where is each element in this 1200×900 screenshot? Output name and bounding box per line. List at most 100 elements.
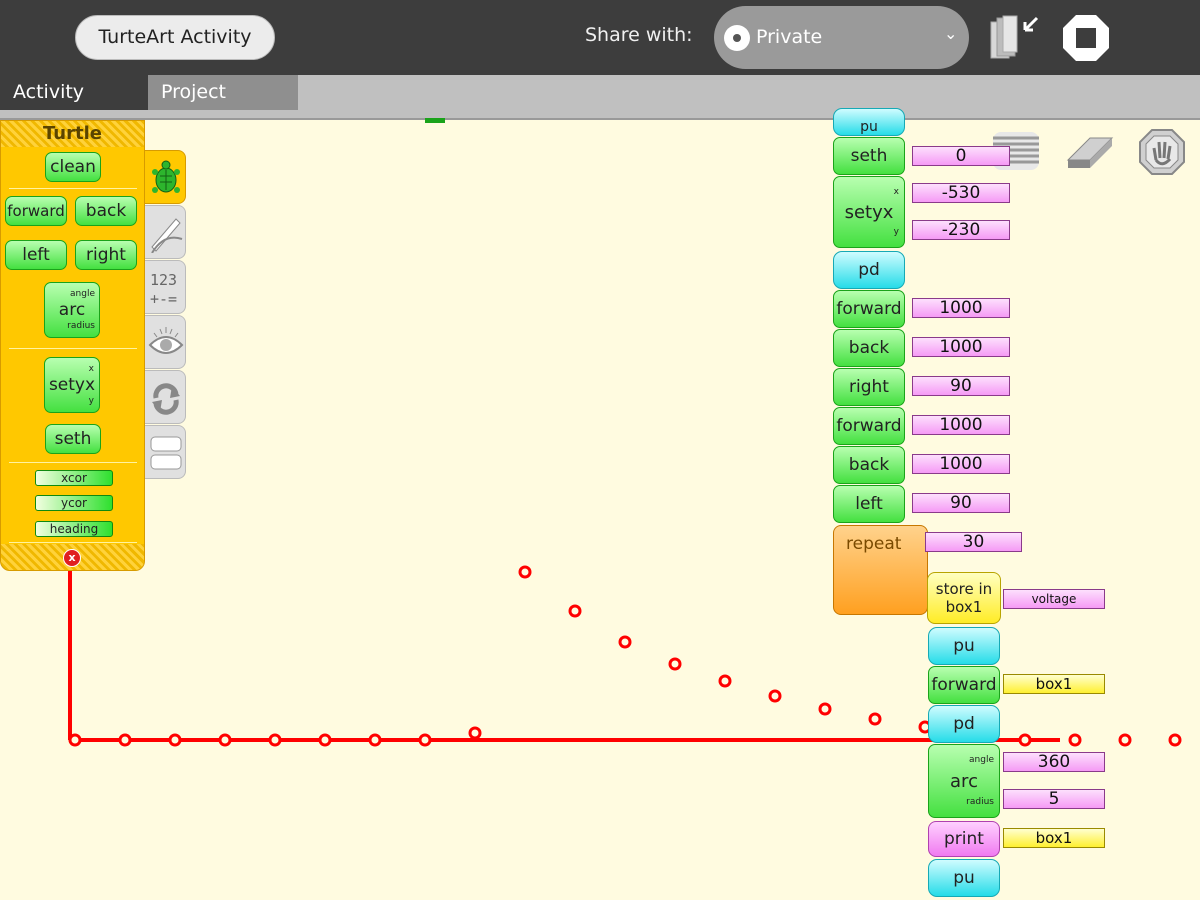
palette-divider — [9, 188, 137, 189]
trail-marker — [768, 689, 782, 703]
block-ycor[interactable]: ycor — [35, 495, 113, 511]
palette-divider — [9, 462, 137, 463]
block-arc[interactable]: arc angle radius — [44, 282, 100, 338]
program-back-1[interactable]: back — [833, 329, 905, 367]
block-pu-top[interactable]: pu — [833, 108, 905, 136]
program-pu-2[interactable]: pu — [928, 859, 1000, 897]
program-store-value[interactable]: voltage — [1003, 589, 1105, 609]
trail-marker — [1118, 733, 1132, 747]
program-arc-radius[interactable]: 5 — [1003, 789, 1105, 809]
block-heading[interactable]: heading — [35, 521, 113, 537]
block-clean[interactable]: clean — [45, 152, 101, 182]
trail-marker — [868, 712, 882, 726]
trail-marker — [1068, 733, 1082, 747]
pen-icon — [151, 218, 183, 253]
toolbar-tabs: Activity Project — [0, 75, 1200, 120]
palette-tab-numbers[interactable]: 123 +-= — [145, 260, 186, 314]
block-forward[interactable]: forward — [5, 196, 67, 226]
eraser-icon[interactable] — [1064, 130, 1116, 172]
palette-divider — [9, 348, 137, 349]
program-right-value[interactable]: 90 — [912, 376, 1010, 396]
tab-activity[interactable]: Activity — [0, 75, 148, 110]
palette-title: Turtle — [1, 121, 144, 147]
program-back-2[interactable]: back — [833, 446, 905, 484]
block-left[interactable]: left — [5, 240, 67, 270]
program-setyx[interactable]: setyx x y — [833, 176, 905, 248]
program-seth-value[interactable]: 0 — [912, 146, 1010, 166]
stop-icon[interactable] — [1062, 14, 1110, 62]
program-print[interactable]: print — [928, 821, 1000, 857]
trail-marker — [618, 635, 632, 649]
program-setyx-y[interactable]: -230 — [912, 220, 1010, 240]
program-forward-3-value[interactable]: box1 — [1003, 674, 1105, 694]
palette-tab-turtle[interactable] — [145, 150, 186, 204]
program-setyx-x[interactable]: -530 — [912, 183, 1010, 203]
trail-marker — [118, 733, 132, 747]
palette-tab-flow[interactable] — [145, 370, 186, 424]
program-setyx-x-label: x — [893, 187, 899, 197]
program-right[interactable]: right — [833, 368, 905, 406]
block-setyx-label: setyx — [48, 375, 96, 395]
program-store-in[interactable]: store in box1 — [927, 572, 1001, 624]
close-palette-icon[interactable]: x — [63, 549, 81, 567]
program-print-value[interactable]: box1 — [1003, 828, 1105, 848]
tab-project[interactable]: Project — [148, 75, 298, 110]
block-xcor[interactable]: xcor — [35, 470, 113, 486]
block-seth[interactable]: seth — [45, 424, 101, 454]
trail-marker — [518, 565, 532, 579]
palette-tab-pen[interactable] — [145, 205, 186, 259]
activity-toolbar: TurteArt Activity Share with: Private ⌄ — [0, 0, 1200, 75]
program-back-1-value[interactable]: 1000 — [912, 337, 1010, 357]
program-forward-1[interactable]: forward — [833, 290, 905, 328]
block-setyx-x-label: x — [88, 364, 94, 374]
block-arc-radius-label: radius — [67, 321, 95, 331]
turtle-palette: Turtle clean forward back left right arc… — [0, 120, 145, 571]
program-back-2-value[interactable]: 1000 — [912, 454, 1010, 474]
program-forward-2[interactable]: forward — [833, 407, 905, 445]
trail-marker — [568, 604, 582, 618]
keep-icon[interactable] — [985, 12, 1045, 64]
share-select[interactable]: Private ⌄ — [714, 6, 969, 69]
flow-icon — [152, 383, 180, 415]
palette-tab-sensors[interactable] — [145, 315, 186, 369]
program-forward-2-value[interactable]: 1000 — [912, 415, 1010, 435]
program-repeat-count[interactable]: 30 — [925, 532, 1022, 552]
program-arc-label: arc — [950, 770, 978, 792]
block-arc-angle-label: angle — [70, 289, 95, 299]
program-store-in-label: store in — [935, 580, 993, 598]
trail-marker — [718, 674, 732, 688]
program-arc[interactable]: arc angle radius — [928, 744, 1000, 818]
trail-marker — [68, 733, 82, 747]
program-forward-3[interactable]: forward — [928, 666, 1000, 704]
program-seth[interactable]: seth — [833, 137, 905, 175]
blocks-icon — [150, 436, 182, 470]
stop-turtle-icon[interactable] — [1138, 128, 1186, 176]
block-right[interactable]: right — [75, 240, 137, 270]
program-left-value[interactable]: 90 — [912, 493, 1010, 513]
activity-title-field[interactable]: TurteArt Activity — [75, 15, 275, 60]
block-arc-label: arc — [58, 300, 86, 320]
block-setyx[interactable]: setyx x y — [44, 357, 100, 413]
program-forward-1-value[interactable]: 1000 — [912, 298, 1010, 318]
palette-tab-blocks[interactable] — [145, 425, 186, 479]
trail-marker — [418, 733, 432, 747]
palette-divider — [9, 542, 137, 543]
trail-marker — [368, 733, 382, 747]
program-left[interactable]: left — [833, 485, 905, 523]
svg-text:123: 123 — [150, 271, 177, 289]
program-setyx-label: setyx — [844, 201, 894, 223]
block-back[interactable]: back — [75, 196, 137, 226]
block-setyx-y-label: y — [88, 396, 94, 406]
trail-marker — [818, 702, 832, 716]
program-pd-2[interactable]: pd — [928, 705, 1000, 743]
program-arc-angle[interactable]: 360 — [1003, 752, 1105, 772]
program-repeat[interactable]: repeat — [833, 525, 928, 615]
program-pu[interactable]: pu — [928, 627, 1000, 665]
share-value: Private — [756, 26, 823, 48]
program-pd[interactable]: pd — [833, 251, 905, 289]
chevron-down-icon: ⌄ — [944, 24, 958, 43]
share-label: Share with: — [585, 24, 693, 46]
trail-marker — [1018, 733, 1032, 747]
turtle-icon — [152, 160, 180, 193]
trail-marker — [268, 733, 282, 747]
